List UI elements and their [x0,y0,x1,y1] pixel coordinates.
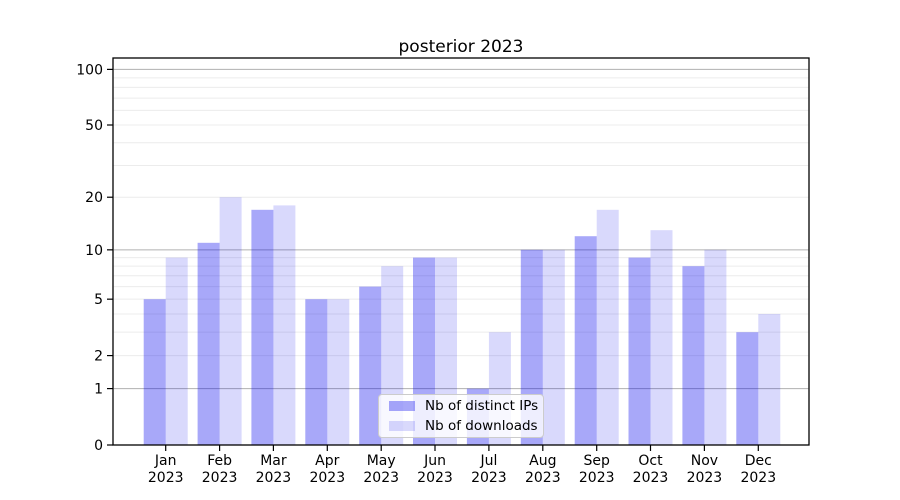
x-tick-label-year: 2023 [363,470,399,486]
x-tick-label-month: Apr [315,453,339,469]
bar-distinct-ips-dec [736,332,759,445]
x-tick-label-year: 2023 [687,470,723,486]
bar-downloads-nov [704,249,727,445]
bar-distinct-ips-jan [143,299,166,445]
y-tick-label: 5 [94,292,103,308]
x-tick-label-month: Oct [638,453,663,469]
bar-distinct-ips-apr [305,299,328,445]
chart-title: posterior 2023 [399,37,524,57]
legend-label: Nb of distinct IPs [425,397,539,414]
bar-distinct-ips-may [359,286,382,445]
legend: Nb of distinct IPs Nb of downloads [378,394,544,438]
bar-downloads-apr [327,299,350,445]
x-tick-label-month: May [367,453,396,469]
legend-item: Nb of distinct IPs [386,397,539,415]
x-tick-label-month: Nov [691,453,718,469]
x-tick-label-month: Mar [260,453,287,469]
bar-downloads-aug [542,249,565,445]
y-tick-label: 100 [76,62,103,78]
x-tick-label-month: Sep [584,453,611,469]
x-tick-label-year: 2023 [471,470,507,486]
x-tick-label-year: 2023 [309,470,345,486]
x-tick-label-year: 2023 [579,470,615,486]
legend-swatch-distinct-ips [389,400,415,411]
x-tick-label-month: Dec [745,453,772,469]
x-tick-label-year: 2023 [633,470,669,486]
x-tick-label-month: Aug [529,453,556,469]
x-tick-label-year: 2023 [417,470,453,486]
y-tick-label: 0 [94,438,103,454]
x-tick-label-month: Jan [154,453,177,469]
legend-label: Nb of downloads [425,418,538,434]
y-tick-label: 20 [85,190,103,206]
bar-distinct-ips-mar [251,209,274,445]
x-tick-label-year: 2023 [202,470,238,486]
y-tick-label: 50 [85,118,103,134]
bar-distinct-ips-sep [574,236,597,445]
bar-downloads-sep [596,209,619,445]
x-tick-label-year: 2023 [525,470,561,486]
x-tick-label-month: Jun [423,453,446,469]
plot-border [112,57,810,446]
x-tick-label-month: Jul [479,453,497,469]
bar-distinct-ips-nov [682,266,705,445]
bar-downloads-dec [758,314,781,445]
bar-downloads-feb [219,197,242,445]
bar-distinct-ips-oct [628,257,651,445]
bar-distinct-ips-feb [197,242,220,445]
bar-downloads-jan [165,257,188,445]
y-tick-label: 1 [94,382,103,398]
x-tick-label-year: 2023 [740,470,776,486]
legend-swatch-downloads [389,421,415,432]
x-tick-label-year: 2023 [256,470,292,486]
bar-downloads-mar [273,205,296,445]
bar-downloads-oct [650,230,673,445]
legend-item: Nb of downloads [386,417,538,435]
y-tick-label: 10 [85,243,103,259]
y-tick-label: 2 [94,349,103,365]
x-tick-label-year: 2023 [148,470,184,486]
x-tick-label-month: Feb [207,453,232,469]
